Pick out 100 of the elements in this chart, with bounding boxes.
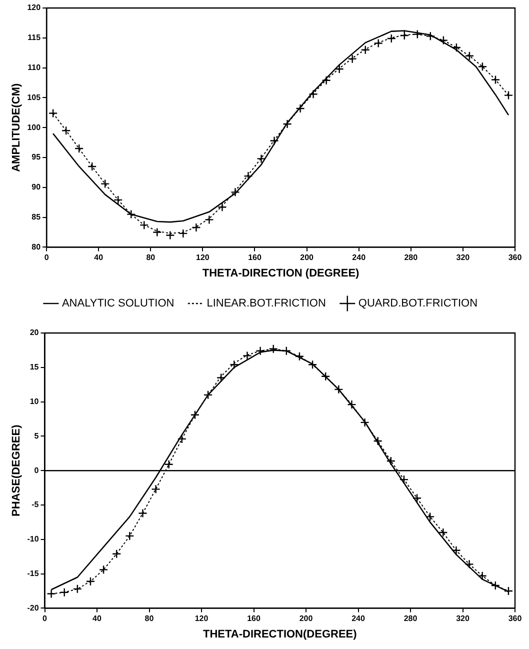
point [151, 484, 160, 494]
point [360, 418, 370, 428]
point [412, 494, 422, 503]
x-tick-label: 120 [196, 253, 210, 262]
y-tick-label: -15 [27, 569, 40, 578]
point [98, 565, 108, 574]
legend-label: LINEAR.BOT.FRICTION [206, 298, 326, 310]
y-tick-label: 110 [28, 63, 42, 72]
point [504, 90, 514, 100]
y-tick-label: 115 [28, 33, 42, 42]
y-tick-label: 120 [27, 3, 42, 12]
point [138, 508, 148, 518]
legend-label: ANALYTIC SOLUTION [62, 298, 174, 310]
x-tick-label: 80 [144, 614, 154, 624]
point [296, 104, 305, 114]
point [256, 346, 265, 356]
point [192, 222, 201, 232]
point [334, 64, 344, 74]
point [86, 576, 96, 586]
x-tick-label: 360 [508, 614, 522, 624]
point [425, 512, 435, 522]
x-tick-label: 40 [94, 253, 104, 262]
point [478, 571, 487, 580]
x-tick-label: 80 [146, 253, 156, 262]
point [334, 384, 344, 394]
point [60, 588, 69, 597]
y-tick-label: 90 [32, 182, 42, 192]
x-tick-label: 320 [456, 253, 470, 262]
point [72, 584, 82, 594]
point [464, 51, 474, 60]
x-tick-label: 320 [456, 614, 470, 624]
x-tick-label: 0 [42, 614, 48, 624]
point [282, 119, 292, 129]
point [46, 589, 56, 598]
x-tick-label: 120 [194, 614, 209, 624]
point [452, 42, 462, 52]
point [373, 436, 382, 446]
y-tick-label: 105 [27, 92, 42, 102]
point [399, 474, 409, 484]
x-tick-label: 160 [248, 253, 262, 262]
point [360, 45, 370, 54]
point [308, 360, 318, 370]
y-tick-label: 15 [30, 362, 40, 372]
point [61, 126, 71, 136]
point [270, 136, 279, 146]
point [216, 373, 226, 382]
point [242, 351, 252, 360]
y-tick-label: -10 [27, 534, 40, 544]
point [87, 162, 97, 172]
point [374, 38, 383, 48]
y-tick-label: 80 [32, 242, 42, 252]
x-axis-title: THETA-DIRECTION(DEGREE) [202, 628, 358, 640]
point [218, 202, 227, 212]
point [400, 30, 409, 40]
y-tick-label: 20 [30, 328, 40, 338]
point [100, 179, 110, 188]
x-tick-label: 240 [352, 614, 366, 624]
point [48, 108, 58, 118]
x-axis-title: THETA-DIRECTION (DEGREE) [202, 267, 360, 280]
x-tick-label: 0 [44, 253, 50, 262]
point [348, 54, 357, 64]
point [426, 32, 436, 41]
x-tick-label: 240 [352, 253, 366, 262]
y-tick-label: -20 [27, 603, 40, 612]
point [322, 76, 331, 85]
point [438, 36, 448, 45]
point [386, 456, 396, 466]
y-tick-label: 0 [34, 466, 40, 475]
point [478, 62, 488, 72]
point [412, 30, 422, 39]
x-tick-label: 280 [404, 614, 418, 624]
point [321, 372, 330, 381]
point [294, 352, 304, 361]
y-axis-title: AMPLITUDE(CM) [10, 82, 23, 172]
point [74, 144, 84, 154]
x-tick-label: 200 [300, 253, 314, 262]
x-tick-label: 200 [299, 614, 314, 624]
point [490, 75, 500, 84]
y-axis-title: PHASE(DEGREE) [10, 424, 23, 516]
point [244, 171, 253, 181]
point [386, 34, 396, 44]
point [268, 344, 278, 354]
point [452, 546, 461, 556]
y-tick-label: 5 [34, 431, 40, 440]
y-tick-label: -5 [32, 500, 40, 510]
point [140, 220, 149, 230]
point [178, 228, 188, 238]
y-tick-label: 100 [27, 122, 42, 132]
point [230, 360, 239, 370]
x-tick-label: 160 [247, 614, 261, 624]
x-tick-label: 40 [92, 614, 102, 624]
point [308, 90, 318, 99]
x-tick-label: 280 [404, 253, 418, 262]
y-tick-label: 85 [32, 212, 42, 222]
point [152, 228, 162, 237]
point [177, 434, 187, 444]
point [464, 560, 474, 569]
point [256, 154, 266, 164]
point [438, 528, 448, 538]
point [203, 390, 213, 400]
